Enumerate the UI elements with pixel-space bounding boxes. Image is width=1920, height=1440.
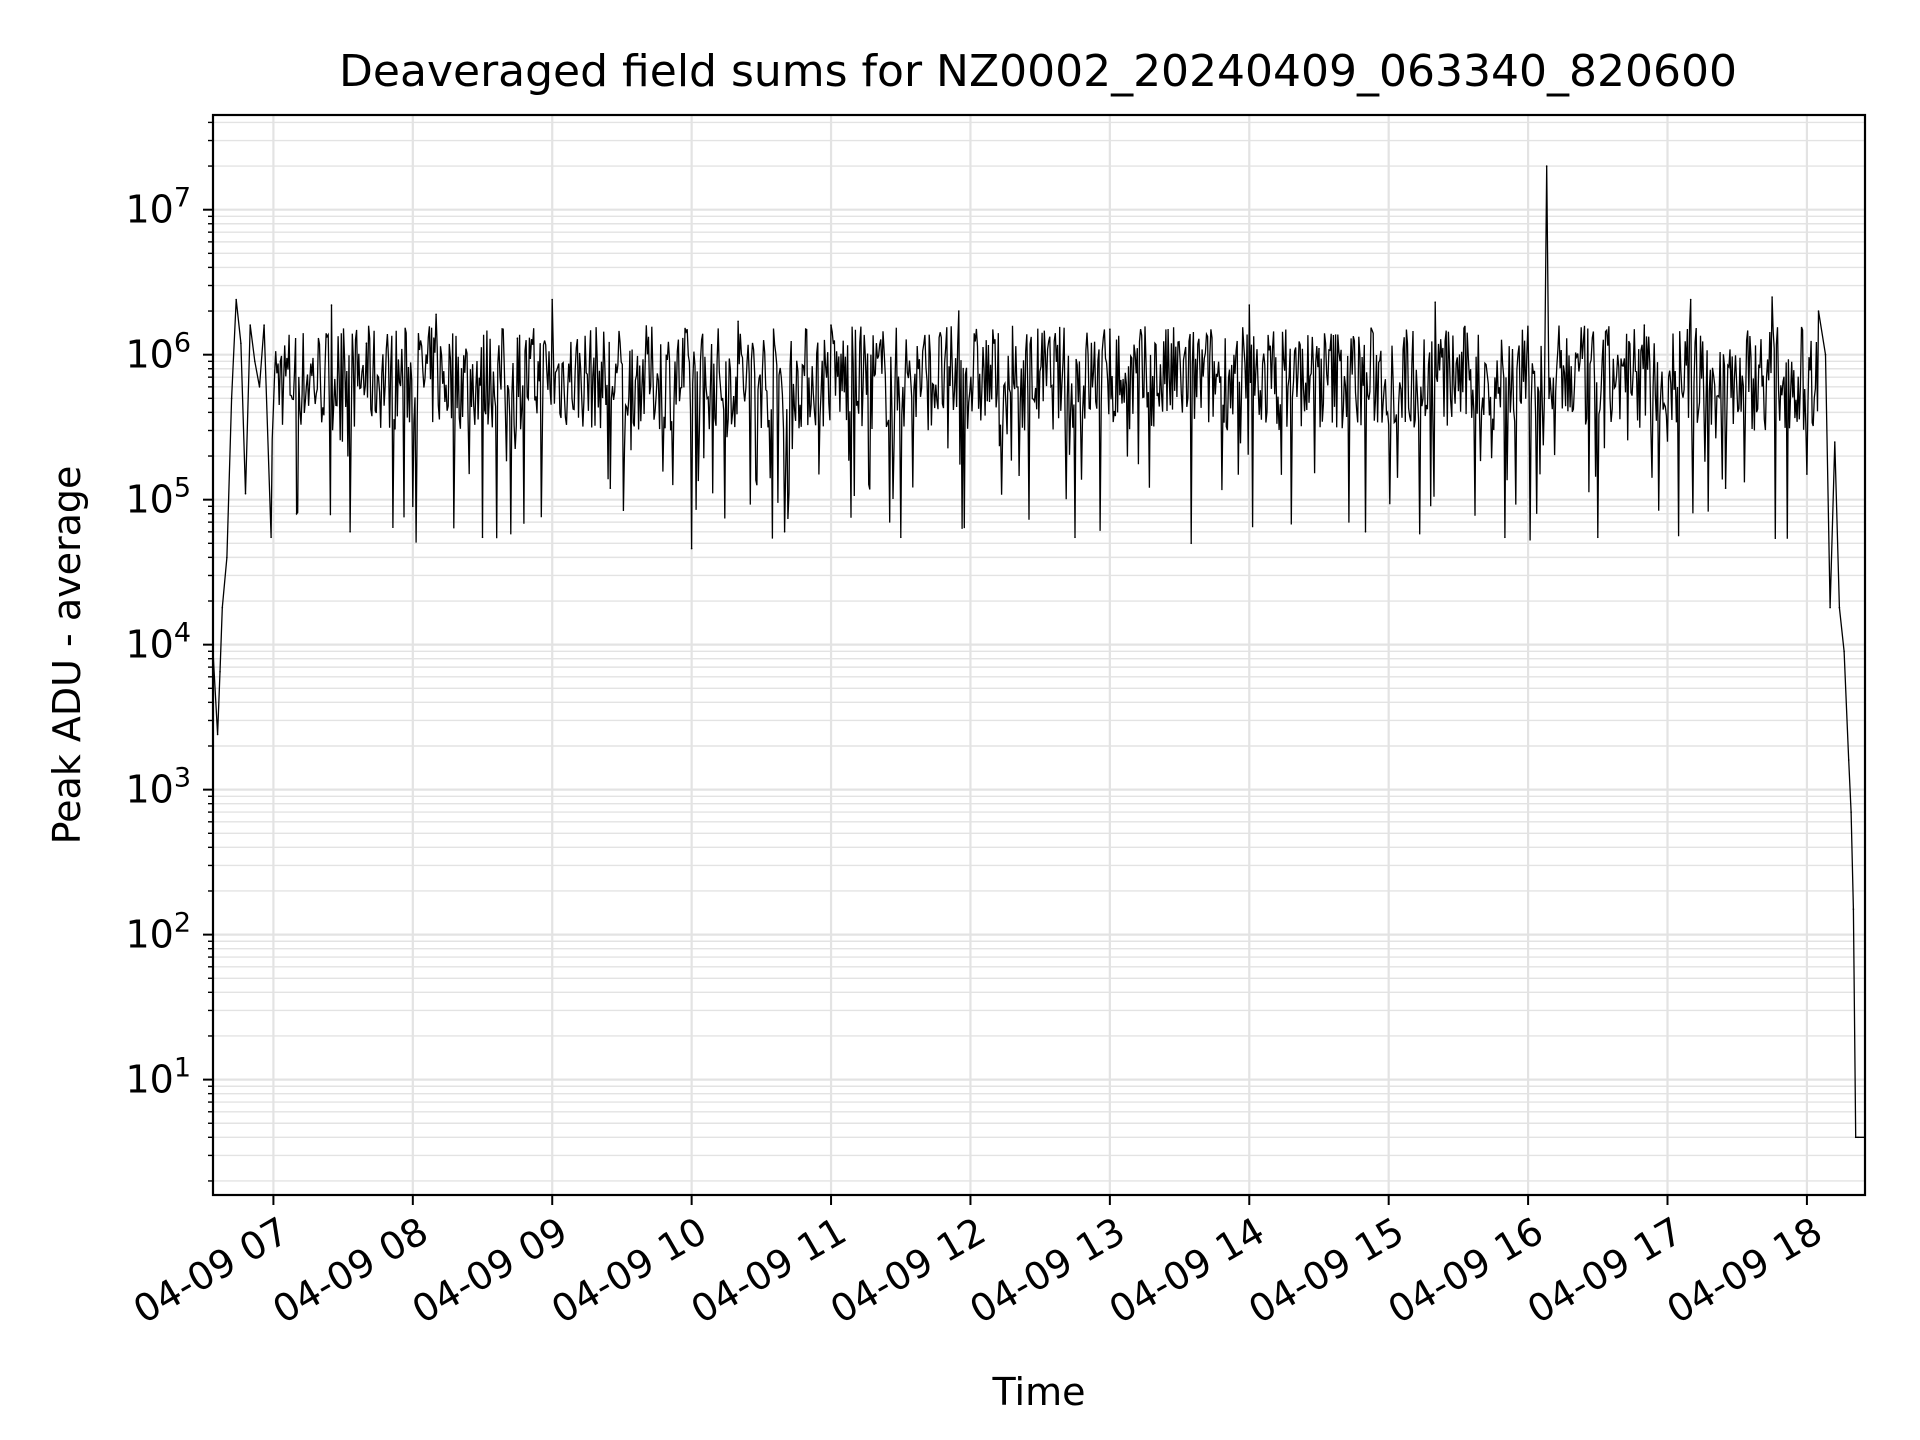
data-point [235,298,237,301]
plot-frame [211,113,1867,1197]
data-point [1074,536,1076,539]
data-point [1724,487,1727,490]
data-point [1857,1136,1859,1139]
y-tick-label: 101 [125,1053,191,1102]
data-point [216,733,219,736]
data-point [1829,606,1831,609]
series-layer [212,165,1866,1139]
data-point [1548,397,1550,400]
data-point [830,324,832,326]
data-point [1434,301,1436,304]
data-point [1364,531,1367,533]
data-point [258,386,261,388]
data-point [279,360,282,363]
data-point [1806,473,1808,475]
data-point [690,547,693,550]
data-point [240,342,242,345]
x-axis-label: Time [992,1370,1086,1414]
data-point [1318,347,1320,350]
data-point [412,505,414,508]
data-point [609,487,612,490]
data-point [1109,328,1111,331]
data-point [1689,298,1692,301]
data-point [644,360,646,363]
y-tick-label: 106 [125,328,191,377]
data-point [958,310,960,312]
data-point [1843,650,1845,653]
data-point [551,298,553,301]
data-point [737,320,739,323]
data-point [1643,324,1646,326]
y-tick-label: 105 [125,473,191,522]
data-point [1190,542,1192,545]
data-point [349,531,351,533]
data-point [1597,536,1599,539]
data-point [221,606,224,609]
data-point [263,324,265,326]
data-point [1545,165,1548,167]
series-line [212,166,1865,1138]
data-point [295,512,298,515]
data-point [365,342,368,345]
data-point [435,313,437,316]
data-point [1504,536,1506,539]
data-point [270,536,272,539]
data-point [1834,441,1836,443]
chart-title: Deaveraged field sums for NZ0002_2024040… [339,46,1737,97]
y-tick-label: 102 [125,908,191,957]
data-point [249,324,251,326]
data-point [1854,1136,1857,1139]
y-tick-label: 104 [125,618,191,667]
data-point [1248,304,1251,306]
data-point [1852,908,1855,910]
data-point [1543,397,1546,400]
data-point [1824,353,1827,356]
data-point [219,671,221,673]
data-point [254,360,256,363]
data-point [783,531,786,533]
data-point [481,536,484,539]
data-point [244,492,247,495]
y-tick-label: 107 [125,183,191,232]
data-point [516,337,519,340]
data-point [226,556,228,559]
data-point [1817,310,1820,312]
y-axis-ticks: 101 102 103 104 105 106 107 [125,121,213,1182]
data-point [230,397,233,400]
y-axis-label: Peak ADU - average [45,466,89,845]
data-point [1850,811,1852,813]
major-gridlines [213,115,1865,1195]
data-point [1838,606,1841,609]
data-point [330,304,333,306]
y-tick-label: 103 [125,763,191,812]
data-point [900,536,902,539]
data-point [1771,296,1773,298]
data-point [1847,759,1850,761]
data-point [1016,386,1018,388]
